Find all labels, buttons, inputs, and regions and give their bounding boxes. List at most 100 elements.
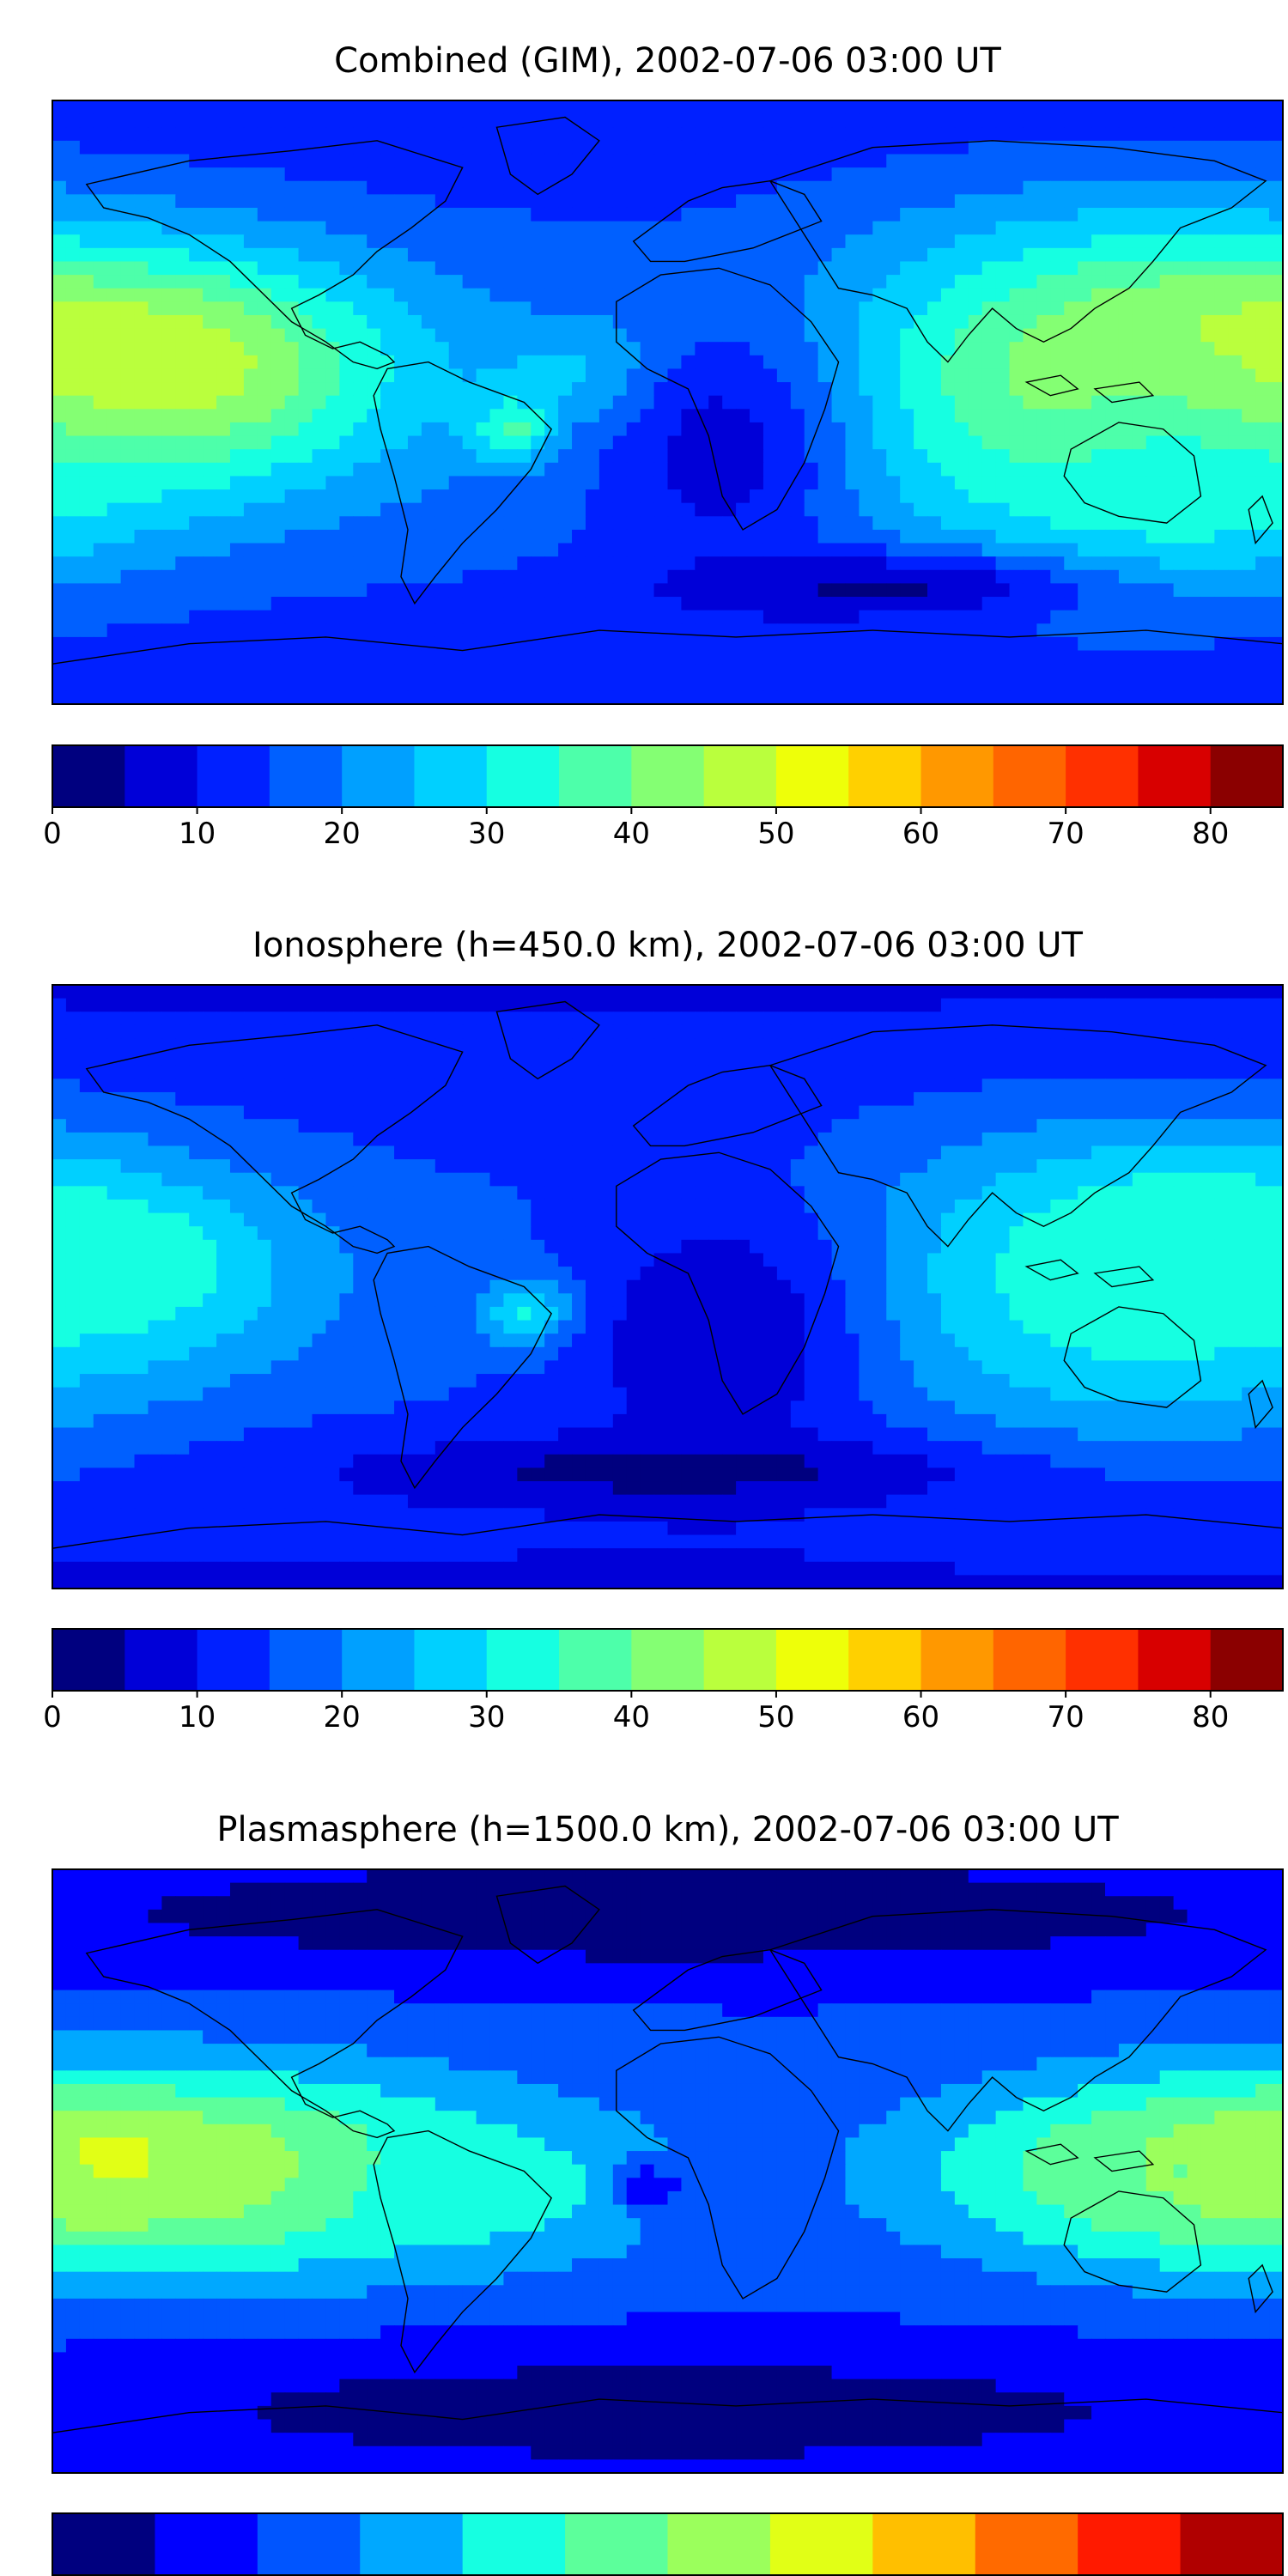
map-cell xyxy=(572,677,586,691)
map-cell xyxy=(845,569,860,584)
map-cell xyxy=(243,1105,258,1120)
map-cell xyxy=(981,301,997,316)
map-cell xyxy=(981,449,997,464)
map-cell xyxy=(257,422,272,437)
map-cell xyxy=(940,328,956,343)
map-cell xyxy=(831,113,847,128)
map-cell xyxy=(189,140,204,155)
colorbar-segment xyxy=(1066,745,1139,807)
map-cell xyxy=(325,382,340,397)
map-cell xyxy=(845,275,860,289)
map-cell xyxy=(695,234,709,249)
map-cell xyxy=(558,1105,573,1120)
map-cell xyxy=(927,154,942,168)
map-cell xyxy=(927,1091,942,1107)
map-cell xyxy=(1105,998,1120,1012)
map-cell xyxy=(298,583,313,598)
map-cell xyxy=(339,636,354,652)
colorbar-segment xyxy=(775,745,849,807)
map-cell xyxy=(1050,261,1065,276)
map-cell xyxy=(339,529,354,544)
map-cell xyxy=(1009,597,1024,611)
map-cell xyxy=(476,529,491,544)
map-cell xyxy=(872,355,887,370)
map-cell xyxy=(52,1078,67,1093)
map-cell xyxy=(52,462,67,477)
map-cell xyxy=(872,140,887,155)
map-cell xyxy=(762,261,778,276)
map-cell xyxy=(257,636,272,652)
map-cell xyxy=(886,368,901,383)
map-cell xyxy=(407,314,422,330)
map-cell xyxy=(270,489,286,504)
map-cell xyxy=(681,234,696,249)
map-cell xyxy=(517,664,532,678)
map-cell xyxy=(598,1024,614,1040)
map-cell xyxy=(626,127,641,142)
map-cell xyxy=(886,207,901,222)
map-cell xyxy=(722,355,737,370)
map-cell xyxy=(367,597,381,611)
map-cell xyxy=(476,194,491,209)
map-cell xyxy=(1255,529,1270,544)
map-cell xyxy=(1050,167,1065,182)
map-cell xyxy=(257,569,272,584)
map-cell xyxy=(325,100,340,115)
map-cell xyxy=(325,113,340,128)
map-cell xyxy=(667,690,683,705)
map-cell xyxy=(1173,449,1188,464)
map-cell xyxy=(353,502,368,517)
map-cell xyxy=(695,342,709,356)
map-cell xyxy=(229,664,245,678)
map-cell xyxy=(736,234,750,249)
map-cell xyxy=(1050,516,1065,531)
map-cell xyxy=(79,167,94,182)
map-cell xyxy=(695,1024,709,1040)
map-cell xyxy=(695,275,709,289)
map-cell xyxy=(134,569,149,584)
map-cell xyxy=(585,221,600,235)
map-cell xyxy=(598,342,614,356)
map-cell xyxy=(914,288,928,302)
map-cell xyxy=(612,543,628,557)
map-cell xyxy=(1269,690,1284,705)
map-cell xyxy=(216,597,231,611)
map-cell xyxy=(900,569,914,584)
map-cell xyxy=(681,476,696,490)
map-cell xyxy=(1009,342,1024,356)
map-cell xyxy=(434,180,450,195)
map-cell xyxy=(859,449,873,464)
map-cell xyxy=(558,261,573,276)
map-cell xyxy=(859,462,873,477)
map-cell xyxy=(1255,261,1270,276)
map-cell xyxy=(1132,636,1147,652)
map-cell xyxy=(1064,516,1078,531)
map-cell xyxy=(708,583,723,598)
map-cell xyxy=(175,167,190,182)
map-cell xyxy=(229,422,245,437)
map-cell xyxy=(434,677,450,691)
map-cell xyxy=(667,247,683,263)
map-cell xyxy=(1118,422,1133,437)
map-cell xyxy=(229,207,245,222)
map-cell xyxy=(845,100,860,115)
map-cell xyxy=(284,1091,300,1107)
map-cell xyxy=(257,583,272,598)
map-cell xyxy=(872,1038,887,1053)
map-cell xyxy=(995,677,1011,691)
map-cell xyxy=(1050,1091,1065,1107)
map-cell xyxy=(572,275,586,289)
map-cell xyxy=(79,314,94,330)
map-cell xyxy=(407,113,422,128)
map-cell xyxy=(640,355,655,370)
map-cell xyxy=(1173,1038,1188,1053)
map-cell xyxy=(981,664,997,678)
map-cell xyxy=(708,288,723,302)
map-cell xyxy=(1118,516,1133,531)
map-cell xyxy=(804,328,819,343)
map-cell xyxy=(995,636,1011,652)
map-cell xyxy=(1118,167,1133,182)
map-cell xyxy=(612,194,628,209)
map-cell xyxy=(914,489,928,504)
